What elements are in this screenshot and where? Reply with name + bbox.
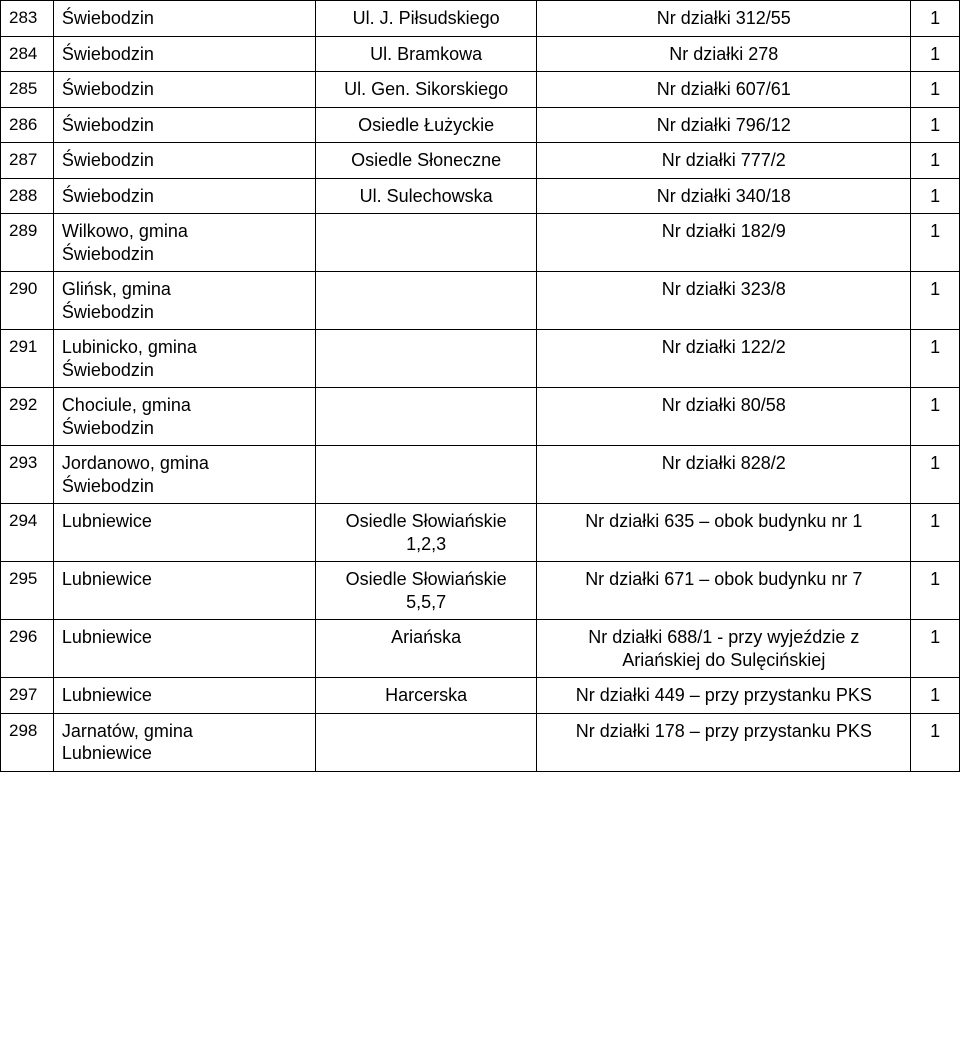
cell-street: Ul. Gen. Sikorskiego [315, 72, 536, 108]
cell-qty: 1 [911, 620, 960, 678]
cell-place: Świebodzin [53, 1, 315, 37]
table-row: 294LubniewiceOsiedle Słowiańskie 1,2,3Nr… [1, 504, 960, 562]
cell-num: 284 [1, 36, 54, 72]
cell-qty: 1 [911, 678, 960, 714]
cell-num: 287 [1, 143, 54, 179]
cell-num: 291 [1, 330, 54, 388]
table-row: 296LubniewiceAriańskaNr działki 688/1 - … [1, 620, 960, 678]
data-table: 283ŚwiebodzinUl. J. PiłsudskiegoNr dział… [0, 0, 960, 772]
cell-place: Lubinicko, gmina Świebodzin [53, 330, 315, 388]
cell-street [315, 446, 536, 504]
table-row: 286ŚwiebodzinOsiedle ŁużyckieNr działki … [1, 107, 960, 143]
cell-desc: Nr działki 340/18 [537, 178, 911, 214]
cell-street [315, 272, 536, 330]
cell-num: 294 [1, 504, 54, 562]
cell-num: 288 [1, 178, 54, 214]
cell-place: Glińsk, gmina Świebodzin [53, 272, 315, 330]
table-row: 291Lubinicko, gmina Świebodzin Nr działki… [1, 330, 960, 388]
cell-qty: 1 [911, 330, 960, 388]
table-body: 283ŚwiebodzinUl. J. PiłsudskiegoNr dział… [1, 1, 960, 772]
cell-desc: Nr działki 777/2 [537, 143, 911, 179]
cell-place: Lubniewice [53, 562, 315, 620]
cell-place: Świebodzin [53, 143, 315, 179]
cell-desc: Nr działki 178 – przy przystanku PKS [537, 713, 911, 771]
cell-qty: 1 [911, 446, 960, 504]
cell-desc: Nr działki 323/8 [537, 272, 911, 330]
cell-qty: 1 [911, 388, 960, 446]
cell-qty: 1 [911, 504, 960, 562]
cell-place: Świebodzin [53, 107, 315, 143]
cell-qty: 1 [911, 1, 960, 37]
table-row: 295LubniewiceOsiedle Słowiańskie 5,5,7Nr… [1, 562, 960, 620]
cell-street: Osiedle Słowiańskie 1,2,3 [315, 504, 536, 562]
table-row: 287ŚwiebodzinOsiedle SłoneczneNr działki… [1, 143, 960, 179]
cell-place: Świebodzin [53, 178, 315, 214]
cell-num: 292 [1, 388, 54, 446]
cell-qty: 1 [911, 143, 960, 179]
table-row: 285ŚwiebodzinUl. Gen. SikorskiegoNr dzia… [1, 72, 960, 108]
cell-desc: Nr działki 607/61 [537, 72, 911, 108]
cell-num: 285 [1, 72, 54, 108]
cell-num: 283 [1, 1, 54, 37]
cell-desc: Nr działki 122/2 [537, 330, 911, 388]
cell-street [315, 330, 536, 388]
cell-num: 289 [1, 214, 54, 272]
table-row: 288ŚwiebodzinUl. SulechowskaNr działki 3… [1, 178, 960, 214]
cell-street [315, 713, 536, 771]
cell-desc: Nr działki 80/58 [537, 388, 911, 446]
cell-desc: Nr działki 688/1 - przy wyjeździe z Aria… [537, 620, 911, 678]
cell-desc: Nr działki 828/2 [537, 446, 911, 504]
table-row: 298Jarnatów, gmina Lubniewice Nr działki … [1, 713, 960, 771]
cell-place: Wilkowo, gmina Świebodzin [53, 214, 315, 272]
cell-desc: Nr działki 182/9 [537, 214, 911, 272]
cell-num: 295 [1, 562, 54, 620]
cell-desc: Nr działki 796/12 [537, 107, 911, 143]
cell-place: Lubniewice [53, 678, 315, 714]
cell-qty: 1 [911, 214, 960, 272]
cell-street: Harcerska [315, 678, 536, 714]
cell-place: Jordanowo, gmina Świebodzin [53, 446, 315, 504]
table-row: 289Wilkowo, gmina Świebodzin Nr działki 1… [1, 214, 960, 272]
cell-desc: Nr działki 671 – obok budynku nr 7 [537, 562, 911, 620]
cell-street: Ul. Bramkowa [315, 36, 536, 72]
cell-street: Ul. Sulechowska [315, 178, 536, 214]
cell-street: Osiedle Łużyckie [315, 107, 536, 143]
cell-num: 293 [1, 446, 54, 504]
table-row: 290Glińsk, gmina Świebodzin Nr działki 32… [1, 272, 960, 330]
cell-num: 286 [1, 107, 54, 143]
cell-qty: 1 [911, 36, 960, 72]
cell-street: Osiedle Słoneczne [315, 143, 536, 179]
table-row: 292Chociule, gmina Świebodzin Nr działki … [1, 388, 960, 446]
cell-place: Świebodzin [53, 72, 315, 108]
cell-qty: 1 [911, 107, 960, 143]
table-row: 283ŚwiebodzinUl. J. PiłsudskiegoNr dział… [1, 1, 960, 37]
cell-place: Lubniewice [53, 504, 315, 562]
cell-street [315, 388, 536, 446]
cell-desc: Nr działki 312/55 [537, 1, 911, 37]
cell-place: Świebodzin [53, 36, 315, 72]
cell-qty: 1 [911, 72, 960, 108]
cell-desc: Nr działki 449 – przy przystanku PKS [537, 678, 911, 714]
cell-qty: 1 [911, 272, 960, 330]
cell-num: 296 [1, 620, 54, 678]
cell-place: Chociule, gmina Świebodzin [53, 388, 315, 446]
cell-qty: 1 [911, 178, 960, 214]
cell-desc: Nr działki 635 – obok budynku nr 1 [537, 504, 911, 562]
table-row: 284ŚwiebodzinUl. BramkowaNr działki 2781 [1, 36, 960, 72]
table-row: 297LubniewiceHarcerskaNr działki 449 – p… [1, 678, 960, 714]
cell-place: Jarnatów, gmina Lubniewice [53, 713, 315, 771]
cell-num: 297 [1, 678, 54, 714]
cell-place: Lubniewice [53, 620, 315, 678]
cell-street: Ariańska [315, 620, 536, 678]
cell-street: Osiedle Słowiańskie 5,5,7 [315, 562, 536, 620]
cell-desc: Nr działki 278 [537, 36, 911, 72]
cell-qty: 1 [911, 562, 960, 620]
cell-num: 290 [1, 272, 54, 330]
cell-street [315, 214, 536, 272]
cell-num: 298 [1, 713, 54, 771]
cell-qty: 1 [911, 713, 960, 771]
cell-street: Ul. J. Piłsudskiego [315, 1, 536, 37]
table-row: 293Jordanowo, gmina Świebodzin Nr działki… [1, 446, 960, 504]
